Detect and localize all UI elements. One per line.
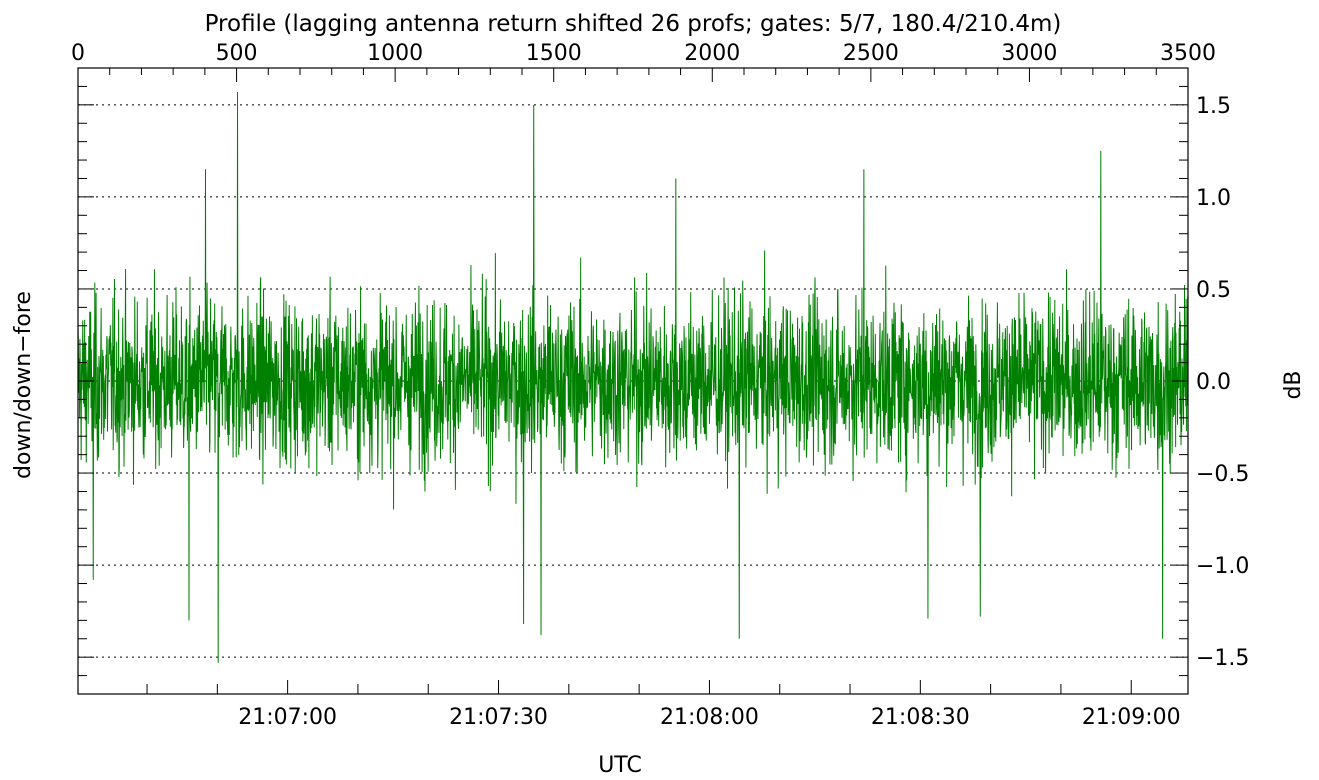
- bottom-tick-label: 21:08:00: [660, 705, 759, 730]
- series-trace: [77, 91, 1189, 663]
- right-tick-label: −1.0: [1196, 554, 1249, 579]
- right-tick-label: −0.5: [1196, 462, 1249, 487]
- right-axis: 1.5 1.0 0.5 0.0 −0.5 −1.0 −1.5: [1172, 85, 1249, 677]
- top-tick-label: 2000: [684, 41, 740, 66]
- series-line: [77, 91, 1189, 663]
- bottom-axis: 21:07:00 21:07:30 21:08:00 21:08:30 21:09:00: [146, 680, 1181, 730]
- bottom-tick-label: 21:09:00: [1082, 705, 1181, 730]
- top-tick-label: 500: [216, 41, 258, 66]
- top-tick-label: 3500: [1160, 41, 1216, 66]
- y-axis-label-right: dB: [1281, 370, 1306, 399]
- top-tick-label: 2500: [843, 41, 899, 66]
- chart-title: Profile (lagging antenna return shifted …: [205, 11, 1062, 37]
- top-tick-label: 0: [71, 41, 85, 66]
- right-tick-label: 0.0: [1196, 370, 1231, 395]
- top-axis: 0 500 1000 1500 2000 2500 3000 3500: [71, 41, 1216, 82]
- right-tick-label: 0.5: [1196, 278, 1231, 303]
- bottom-tick-label: 21:07:30: [449, 705, 548, 730]
- x-axis-label: UTC: [598, 753, 642, 778]
- bottom-tick-label: 21:08:30: [871, 705, 970, 730]
- top-tick-label: 1000: [367, 41, 423, 66]
- right-tick-label: 1.5: [1196, 94, 1231, 119]
- top-tick-label: 3000: [1001, 41, 1057, 66]
- right-tick-label: 1.0: [1196, 186, 1231, 211]
- left-axis: [78, 85, 94, 677]
- right-tick-label: −1.5: [1196, 646, 1249, 671]
- y-axis-label-left: down/down−fore: [11, 291, 36, 479]
- bottom-tick-label: 21:07:00: [238, 705, 337, 730]
- top-tick-label: 1500: [526, 41, 582, 66]
